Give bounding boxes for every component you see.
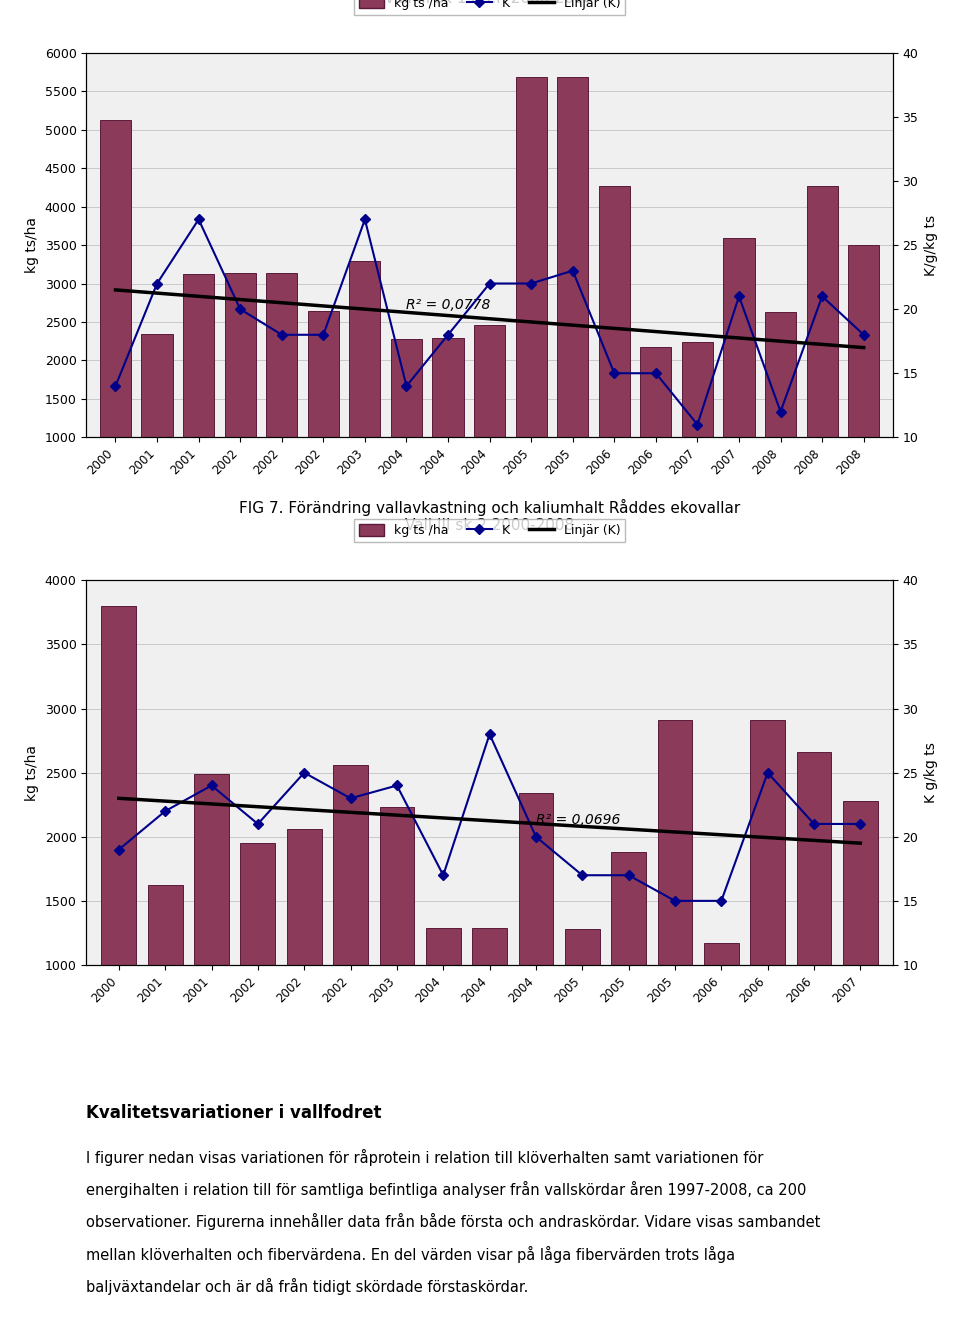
Bar	[751, 720, 785, 1093]
Bar	[194, 774, 228, 1093]
Title: Förändring vall avkastning och kaliumhalt Råddes ekovallar
vall III sk 1 åren 20: Förändring vall avkastning och kaliumhal…	[261, 0, 718, 5]
Y-axis label: kg ts/ha: kg ts/ha	[25, 745, 39, 801]
Bar	[640, 347, 671, 514]
Bar	[518, 793, 553, 1093]
Bar	[266, 273, 298, 514]
Bar	[658, 720, 692, 1093]
Bar	[333, 765, 368, 1093]
Text: mellan klöverhalten och fibervärdena. En del värden visar på låga fibervärden tr: mellan klöverhalten och fibervärdena. En…	[86, 1245, 735, 1262]
Bar	[843, 801, 877, 1093]
Bar	[426, 927, 461, 1093]
Bar	[612, 852, 646, 1093]
Bar	[379, 807, 415, 1093]
Legend: kg ts /ha, K, Linjär (K): kg ts /ha, K, Linjär (K)	[353, 520, 626, 542]
Bar	[100, 120, 132, 514]
Text: observationer. Figurerna innehåller data från både första och andraskördar. Vida: observationer. Figurerna innehåller data…	[86, 1213, 821, 1231]
Bar	[765, 313, 796, 514]
Text: I figurer nedan visas variationen för råprotein i relation till klöverhalten sam: I figurer nedan visas variationen för rå…	[86, 1149, 764, 1166]
Bar	[564, 929, 600, 1093]
Text: baljväxtandelar och är då från tidigt skördade förstaskördar.: baljväxtandelar och är då från tidigt sk…	[86, 1278, 529, 1295]
Bar	[148, 885, 182, 1093]
Bar	[308, 311, 339, 514]
Bar	[474, 324, 505, 514]
Bar	[848, 245, 879, 514]
Bar	[724, 239, 755, 514]
Bar	[432, 338, 464, 514]
Bar	[599, 186, 630, 514]
Bar	[516, 78, 547, 514]
Text: energihalten i relation till för samtliga befintliga analyser från vallskördar å: energihalten i relation till för samtlig…	[86, 1181, 806, 1198]
Bar	[704, 943, 738, 1093]
Bar	[349, 261, 380, 514]
Bar	[797, 752, 831, 1093]
Bar	[287, 830, 322, 1093]
Bar	[225, 273, 255, 514]
Bar	[102, 605, 136, 1093]
Bar	[241, 843, 276, 1093]
Legend: kg ts /ha, K, Linjär (K): kg ts /ha, K, Linjär (K)	[353, 0, 626, 15]
Bar	[472, 927, 507, 1093]
Y-axis label: K/g/kg ts: K/g/kg ts	[924, 215, 938, 276]
Y-axis label: K g/kg ts: K g/kg ts	[924, 743, 938, 803]
Title: FIG 7. Förändring vallavkastning och kaliumhalt Råddes ekovallar
Vall III sk 2 2: FIG 7. Förändring vallavkastning och kal…	[239, 499, 740, 533]
Text: R² = 0,0778: R² = 0,0778	[406, 298, 491, 313]
Y-axis label: kg ts/ha: kg ts/ha	[25, 218, 39, 273]
Bar	[391, 339, 422, 514]
Bar	[183, 274, 214, 514]
Text: R² = 0,0696: R² = 0,0696	[536, 813, 620, 827]
Bar	[682, 342, 713, 514]
Text: Kvalitetsvariationer i vallfodret: Kvalitetsvariationer i vallfodret	[86, 1104, 382, 1122]
Bar	[806, 186, 838, 514]
Bar	[141, 334, 173, 514]
Bar	[557, 78, 588, 514]
